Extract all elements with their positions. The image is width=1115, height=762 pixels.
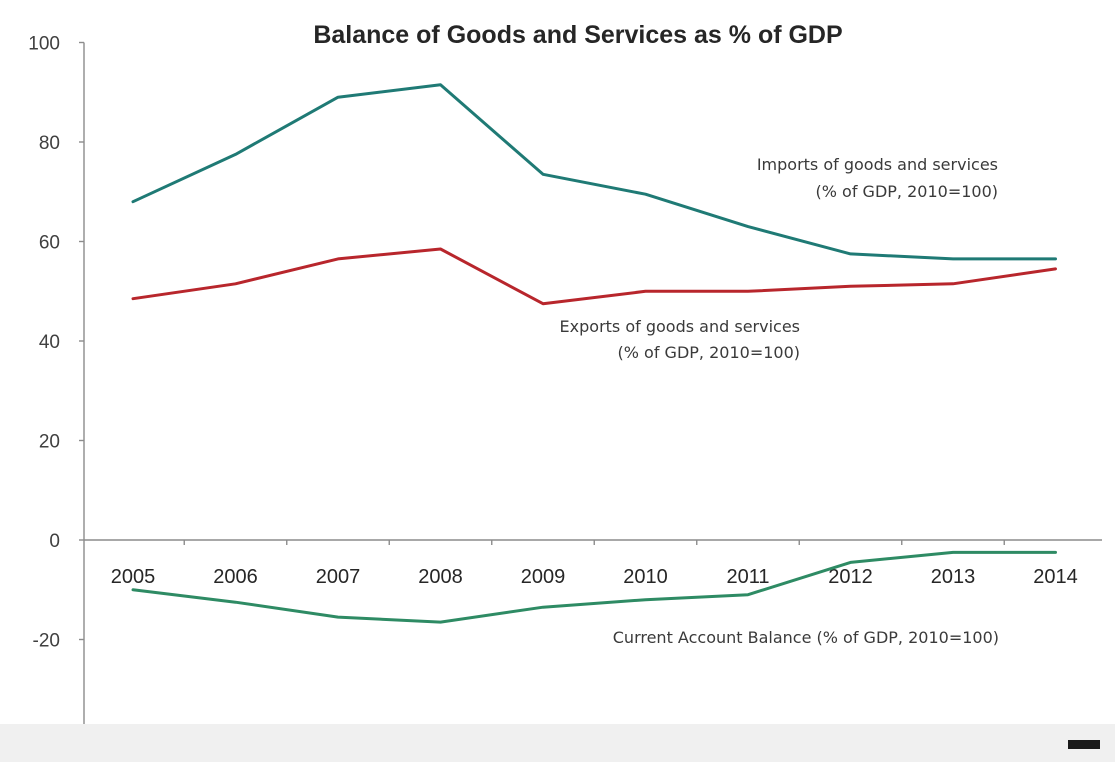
series-label: (% of GDP, 2010=100) — [816, 182, 998, 201]
y-tick-label: 60 — [39, 233, 60, 254]
x-tick-label: 2005 — [111, 566, 156, 588]
chart-title: Balance of Goods and Services as % of GD… — [313, 21, 842, 49]
y-tick-label: 0 — [49, 531, 60, 552]
series-group — [131, 83, 1057, 624]
y-tick-label: 20 — [39, 432, 60, 453]
series-label: (% of GDP, 2010=100) — [618, 343, 800, 362]
x-tick-label: 2008 — [418, 566, 463, 588]
x-tick-label: 2014 — [1033, 566, 1078, 588]
bottom-strip — [0, 724, 1115, 762]
y-tick-label: -20 — [33, 631, 60, 652]
watermark-mark — [1068, 740, 1100, 749]
y-tick-label: 40 — [39, 332, 60, 353]
x-tick-label: 2006 — [213, 566, 258, 588]
series-line — [131, 550, 1057, 624]
series-label: Exports of goods and services — [560, 317, 800, 336]
x-tick-label: 2011 — [726, 566, 769, 588]
x-tick-label: 2007 — [316, 566, 361, 588]
x-tick-label: 2009 — [521, 566, 566, 588]
x-tick-label: 2013 — [931, 566, 976, 588]
x-tick-label: 2010 — [623, 566, 668, 588]
series-line — [131, 247, 1057, 306]
y-tick-label: 100 — [28, 34, 60, 55]
series-label: Imports of goods and services — [757, 155, 998, 174]
x-tick-label: 2012 — [828, 566, 873, 588]
series-label: Current Account Balance (% of GDP, 2010=… — [613, 628, 999, 647]
series-line — [131, 83, 1057, 261]
series-annotations: Imports of goods and services (% of GDP, … — [560, 155, 999, 647]
y-tick-label: 80 — [39, 133, 60, 154]
